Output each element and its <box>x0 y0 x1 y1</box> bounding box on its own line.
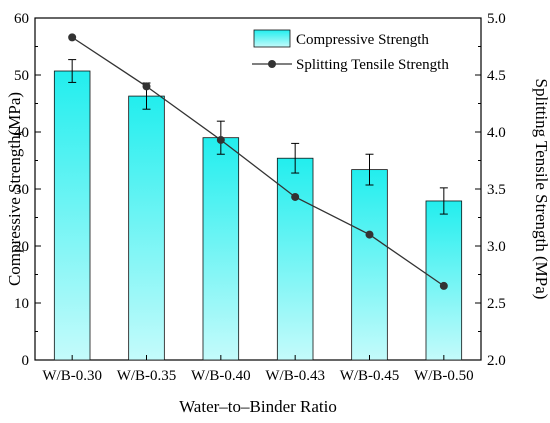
legend-bar-swatch <box>253 29 291 48</box>
bar <box>425 200 463 361</box>
left-axis: 0 10 20 30 40 50 60 <box>14 11 41 369</box>
x-tick-label: W/B-0.45 <box>340 368 400 384</box>
line-point <box>68 33 77 42</box>
left-tick-label: 40 <box>14 125 29 141</box>
right-tick-label: 5.0 <box>487 11 506 27</box>
right-tick-label: 4.0 <box>487 125 506 141</box>
bar <box>202 137 240 361</box>
left-tick-label: 30 <box>14 182 29 198</box>
bar <box>128 95 165 361</box>
legend: Compressive Strength Splitting Tensile S… <box>252 29 449 73</box>
line-point <box>365 230 374 239</box>
x-axis-title: Water–to–Binder Ratio <box>179 397 337 416</box>
legend-line-label: Splitting Tensile Strength <box>296 57 449 73</box>
right-axis-title: Splitting Tensile Strength (MPa) <box>532 79 550 300</box>
right-tick-label: 2.0 <box>487 353 506 369</box>
bar <box>53 70 91 361</box>
left-tick-label: 10 <box>14 296 29 312</box>
x-tick-label: W/B-0.43 <box>265 368 325 384</box>
right-tick-label: 4.5 <box>487 68 506 84</box>
splitting-tensile-line <box>71 36 445 287</box>
line-point <box>142 82 151 91</box>
line-point <box>216 135 225 144</box>
x-axis: W/B-0.30 W/B-0.35 W/B-0.40 W/B-0.43 W/B-0.45… <box>42 355 474 384</box>
line-point <box>439 281 448 290</box>
left-axis-title: Compressive Strength(MPa) <box>5 92 24 286</box>
x-tick-label: W/B-0.35 <box>117 368 177 384</box>
x-tick-label: W/B-0.40 <box>191 368 251 384</box>
line-series <box>68 33 448 290</box>
left-tick-label: 0 <box>22 353 30 369</box>
right-tick-label: 2.5 <box>487 296 506 312</box>
line-point <box>291 192 300 201</box>
error-bars <box>68 59 448 215</box>
right-tick-label: 3.0 <box>487 239 506 255</box>
right-axis: 2.0 2.5 3.0 3.5 4.0 4.5 5.0 <box>475 11 506 369</box>
bar <box>276 157 314 361</box>
bar-series <box>53 70 463 361</box>
legend-bar-label: Compressive Strength <box>296 32 429 48</box>
bar <box>351 169 388 361</box>
x-tick-label: W/B-0.30 <box>42 368 102 384</box>
x-tick-label: W/B-0.50 <box>414 368 474 384</box>
legend-line-marker <box>268 60 276 68</box>
left-tick-label: 50 <box>14 68 29 84</box>
right-tick-label: 3.5 <box>487 182 506 198</box>
left-tick-label: 20 <box>14 239 29 255</box>
left-tick-label: 60 <box>14 11 29 27</box>
